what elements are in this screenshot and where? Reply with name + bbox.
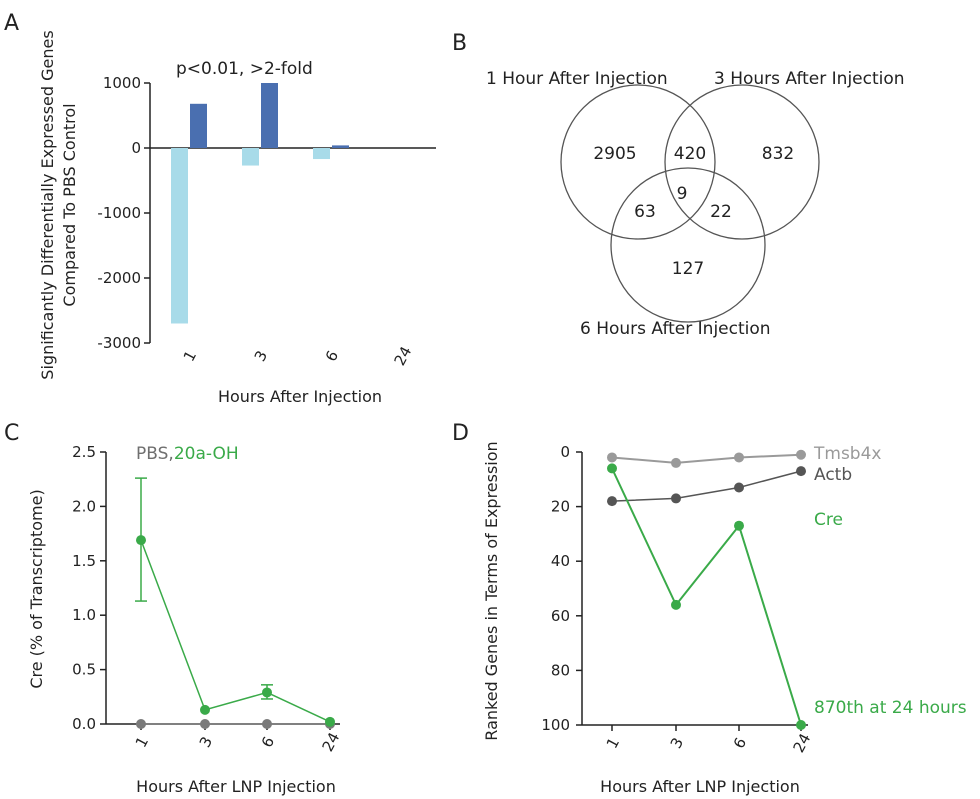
panel-d-cre-point xyxy=(734,520,744,531)
panel-a-ylabel-line2: Compared To PBS Control xyxy=(60,103,79,306)
panel-d-xlabel: Hours After LNP Injection xyxy=(600,777,800,796)
panel-d-tmsb4x-point xyxy=(607,452,617,463)
label-tmsb4x: Tmsb4x xyxy=(813,444,881,464)
panel-c-ytick-label: 1.5 xyxy=(72,552,96,570)
panel-d-ytick-label: 100 xyxy=(541,716,570,734)
venn-title-3h: 3 Hours After Injection xyxy=(714,69,905,89)
venn-only-3h: 832 xyxy=(762,144,794,164)
panel-d-letter: D xyxy=(452,421,469,446)
label-cre: Cre xyxy=(814,510,843,530)
panel-a-ytick-label: -2000 xyxy=(97,269,141,287)
panel-a-bar-up xyxy=(332,145,349,148)
panel-d-ytick-label: 40 xyxy=(551,552,570,570)
panel-d-tmsb4x-line xyxy=(611,453,802,464)
venn-circle-6h xyxy=(610,167,766,323)
panel-a-chart: p<0.01, >2-fold Significantly Differenti… xyxy=(38,30,436,406)
panel-a-ytick-label: 1000 xyxy=(103,74,141,92)
label-870th: 870th at 24 hours xyxy=(814,698,967,718)
panel-a-bar-up xyxy=(261,83,278,148)
venn-all: 9 xyxy=(677,184,688,204)
panel-a-bar-down xyxy=(313,148,330,160)
panel-d-ytick-label: 80 xyxy=(551,661,570,679)
panel-a-bar-down xyxy=(242,148,259,166)
panel-c-pbs-point xyxy=(200,719,210,729)
panel-c-20a-oh-point xyxy=(136,535,146,546)
venn-title-6h: 6 Hours After Injection xyxy=(580,319,771,339)
legend-20a-oh: 20a-OH xyxy=(174,444,239,464)
panel-d-actb-point xyxy=(796,466,806,477)
panel-d-cre-point xyxy=(607,463,617,474)
panel-c-ytick-label: 0.5 xyxy=(72,661,96,679)
panel-c-pbs-point xyxy=(136,719,146,729)
panel-a-xtick-label: 24 xyxy=(391,343,416,368)
panel-c-pbs-point xyxy=(262,719,272,729)
panel-a-ytick-label: -3000 xyxy=(97,334,141,352)
legend-pbs: PBS xyxy=(136,444,168,464)
panel-c-ylabel: Cre (% of Transcriptome) xyxy=(27,489,46,688)
panel-a-bar-down xyxy=(171,148,188,324)
panel-c-ytick-label: 2.0 xyxy=(72,497,96,515)
venn-title-1h: 1 Hour After Injection xyxy=(486,69,668,89)
venn-circle-3h xyxy=(664,84,820,240)
panel-a-ytick-label: -1000 xyxy=(97,204,141,222)
panel-d-actb-line xyxy=(611,470,802,502)
venn-only-6h: 127 xyxy=(672,259,704,279)
venn-1h-6h: 63 xyxy=(634,202,656,222)
panel-d-ytick-label: 60 xyxy=(551,607,570,625)
panel-d-cre-line xyxy=(611,467,802,726)
venn-only-1h: 2905 xyxy=(593,144,636,164)
venn-3h-6h: 22 xyxy=(710,202,732,222)
panel-c-20a-oh-point xyxy=(325,716,335,727)
panel-d-ytick-label: 0 xyxy=(560,443,570,461)
panel-c-xlabel: Hours After LNP Injection xyxy=(136,777,336,796)
panel-a-letter: A xyxy=(4,11,19,36)
panel-d-actb-point xyxy=(734,482,744,493)
legend-sep: , xyxy=(168,444,173,464)
panel-d-xtick-label: 24 xyxy=(790,730,815,755)
panel-d-cre-point xyxy=(671,599,681,610)
panel-c-20a-oh-point xyxy=(262,687,272,698)
panel-c-xtick-label: 6 xyxy=(258,734,278,751)
panel-d-ylabel: Ranked Genes in Terms of Expression xyxy=(482,441,501,740)
panel-a-xlabel: Hours After Injection xyxy=(218,387,382,406)
panel-d-xtick-label: 6 xyxy=(730,735,750,752)
panel-c-xtick-label: 3 xyxy=(196,734,216,751)
panel-d-tmsb4x-point xyxy=(796,449,806,460)
panel-a-ylabel-line1: Significantly Differentially Expressed G… xyxy=(38,30,57,379)
panel-d-actb-point xyxy=(607,496,617,507)
panel-d-cre-point xyxy=(796,720,806,730)
panel-a-xtick-label: 3 xyxy=(251,348,271,365)
panel-a-bar-up xyxy=(190,103,207,148)
panel-c-xtick-label: 24 xyxy=(319,729,344,754)
panel-d-xtick-label: 1 xyxy=(603,735,623,752)
panel-d-actb-point xyxy=(671,493,681,504)
panel-c-chart: PBS,20a-OH Cre (% of Transcriptome) Hour… xyxy=(27,443,343,796)
panel-d-tmsb4x-point xyxy=(671,457,681,468)
panel-b-letter: B xyxy=(452,31,467,56)
panel-c-ytick-label: 0.0 xyxy=(72,715,96,733)
venn-circle-1h xyxy=(560,84,716,240)
panel-d-xtick-label: 3 xyxy=(667,735,687,752)
label-actb: Actb xyxy=(814,465,852,485)
panel-d-chart: Ranked Genes in Terms of Expression Hour… xyxy=(482,441,967,796)
panel-a-ytick-label: 0 xyxy=(131,139,141,157)
panel-d-tmsb4x-point xyxy=(734,452,744,463)
panel-c-20a-oh-line xyxy=(140,539,331,723)
panel-a-xtick-label: 1 xyxy=(180,348,200,365)
panel-d-ytick-label: 20 xyxy=(551,498,570,516)
panel-c-xtick-label: 1 xyxy=(132,734,152,751)
panel-c-ytick-label: 2.5 xyxy=(72,443,96,461)
panel-c-20a-oh-point xyxy=(200,704,210,715)
venn-1h-3h: 420 xyxy=(674,144,706,164)
panel-a-xtick-label: 6 xyxy=(322,348,342,365)
panel-c-ytick-label: 1.0 xyxy=(72,606,96,624)
panel-c-letter: C xyxy=(4,421,19,446)
panel-b-venn: 1 Hour After Injection 3 Hours After Inj… xyxy=(486,69,905,339)
panel-c-legend: PBS,20a-OH xyxy=(136,444,239,464)
panel-a-annotation: p<0.01, >2-fold xyxy=(176,59,313,79)
